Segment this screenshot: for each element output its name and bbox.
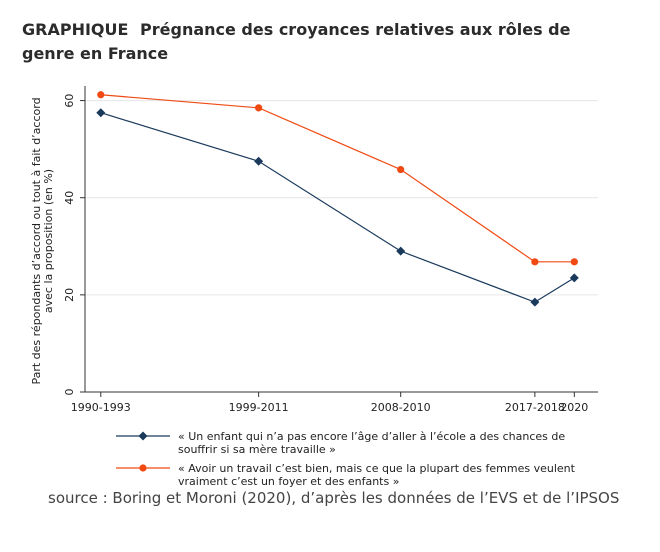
source-note: source : Boring et Moroni (2020), d’aprè… xyxy=(48,489,620,507)
legend-marker xyxy=(138,431,148,441)
y-tick-label: 40 xyxy=(63,191,76,205)
y-tick-label: 0 xyxy=(63,389,76,396)
data-point-diamond xyxy=(96,108,106,118)
data-point-diamond xyxy=(254,156,264,166)
legend-label-line: souffrir si sa mère travaille » xyxy=(178,443,336,456)
x-tick-label: 2017-2018 xyxy=(505,401,565,414)
data-point-circle xyxy=(397,165,405,174)
legend-label-line: « Avoir un travail c’est bien, mais ce q… xyxy=(178,462,576,475)
y-axis-title-line: Part des répondants d’accord ou tout à f… xyxy=(30,97,43,384)
y-tick-label: 60 xyxy=(63,94,76,108)
x-tick-label: 1990-1993 xyxy=(71,401,131,414)
x-tick-label: 2020 xyxy=(560,401,588,414)
y-axis-title-line: avec la proposition (en %) xyxy=(42,169,55,313)
x-tick-label: 1999-2011 xyxy=(229,401,289,414)
legend-marker xyxy=(139,464,147,472)
chart-title-prefix: GRAPHIQUE xyxy=(22,20,129,39)
series-line-1 xyxy=(100,112,575,303)
data-point-diamond xyxy=(530,297,540,307)
y-tick-label: 20 xyxy=(63,288,76,302)
x-tick-label: 2008-2010 xyxy=(371,401,431,414)
data-point-diamond xyxy=(396,246,406,256)
chart-title: GRAPHIQUE Prégnance des croyances relati… xyxy=(22,18,622,66)
data-point-circle xyxy=(255,104,263,112)
data-point-diamond xyxy=(569,273,579,283)
data-point-circle xyxy=(570,258,578,266)
legend-label-line: « Un enfant qui n’a pas encore l’âge d’a… xyxy=(178,430,565,443)
chart-title-text: Prégnance des croyances relatives aux rô… xyxy=(22,20,571,63)
data-point-circle xyxy=(531,258,539,266)
legend-label-line: vraiment c’est un foyer et des enfants » xyxy=(178,475,399,488)
data-point-circle xyxy=(97,91,105,99)
series-line-2 xyxy=(100,94,575,263)
